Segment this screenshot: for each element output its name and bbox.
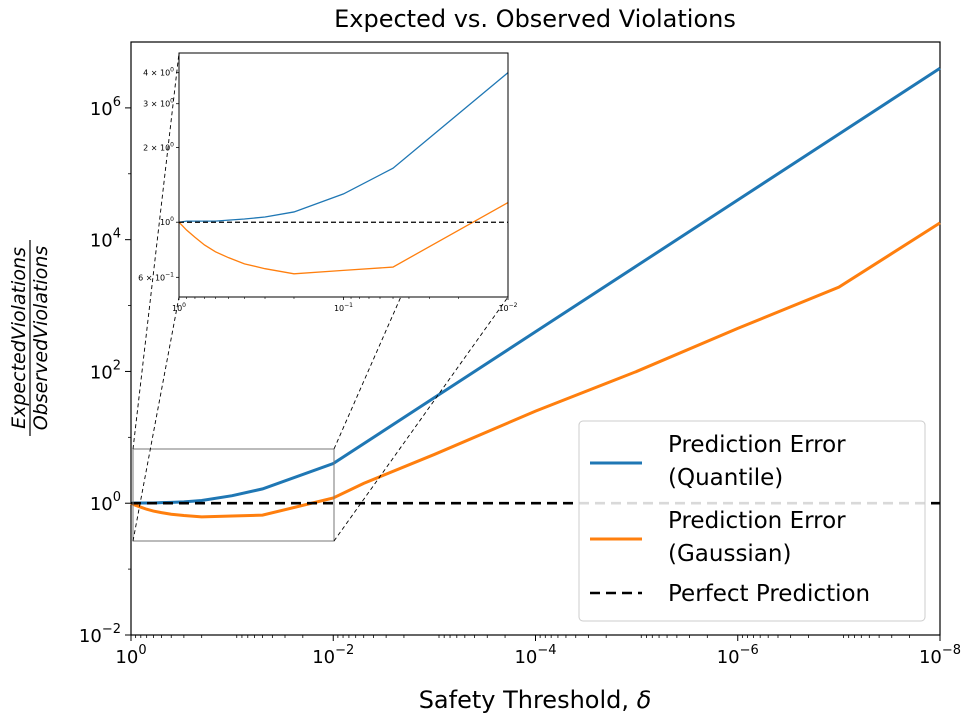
inset-y-tick-label-exponent: −1 (165, 271, 174, 278)
inset-background (179, 53, 508, 297)
inset-series-lines (178, 72, 509, 275)
zoom-connector-line (132, 296, 180, 542)
legend-label: (Gaussian) (668, 541, 791, 567)
inset-x-tick-label-base: 10 (498, 304, 508, 313)
y-axis-label-denominator: ObservedViolations (30, 246, 52, 431)
y-tick-label: 10−2 (79, 622, 121, 647)
legend-items: Prediction Error (Quantile) Prediction Err… (590, 432, 870, 607)
y-tick-label-base: 10 (79, 626, 102, 647)
y-axis-label-numerator: ExpectedViolations (8, 247, 30, 429)
y-tick-label: 102 (90, 358, 121, 383)
x-tick-label-exponent: −6 (740, 643, 759, 658)
series-line-prediction-error-gaussian (130, 221, 941, 519)
legend: Prediction Error (Quantile) Prediction Err… (578, 420, 926, 622)
inset-y-tick-label-mantissa: 4 × 10 (143, 69, 170, 78)
y-tick-label-base: 10 (90, 99, 113, 120)
zoom-region-box (132, 448, 335, 542)
x-tick-label-base: 10 (115, 647, 138, 668)
legend-label: Perfect Prediction (668, 581, 870, 607)
x-tick-label-exponent: −2 (335, 643, 354, 658)
x-tick-label: 10−2 (312, 643, 354, 668)
inset-y-tick-label-mantissa: 6 × 10 (138, 273, 165, 282)
y-tick-label-base: 10 (90, 494, 113, 515)
x-tick-label-exponent: 0 (138, 643, 146, 658)
y-tick-label-exponent: 6 (113, 95, 121, 110)
inset-x-tick-label: 100 (172, 302, 186, 313)
y-tick-label: 104 (90, 227, 121, 252)
y-tick-label-base: 10 (90, 362, 113, 383)
inset-x-tick-label-exponent: −1 (344, 302, 353, 309)
x-axis-label-text: Safety Threshold, (419, 686, 637, 714)
x-tick-label: 10−8 (919, 643, 961, 668)
chart-title: Expected vs. Observed Violations (334, 5, 736, 33)
inset-x-tick-label: 10−1 (334, 302, 353, 313)
x-tick-label: 10−6 (717, 643, 759, 668)
series-line-prediction-error-quantile (130, 66, 941, 505)
x-axis-ticks: 100 10−2 10−4 10−6 10−8 (115, 635, 961, 668)
y-axis-label: ExpectedViolations ObservedViolations (8, 240, 52, 436)
x-tick-label: 10−4 (514, 643, 556, 668)
inset-x-tick-label-base: 10 (334, 304, 344, 313)
inset-y-tick-label-exponent: 0 (170, 216, 174, 223)
zoom-connector-line (333, 296, 509, 542)
x-axis-label: Safety Threshold, δ (419, 686, 652, 714)
legend-box (578, 420, 926, 622)
inset-series-line-prediction-error-gaussian (178, 201, 509, 275)
inset-x-axis-ticks: 100 10−1 10−2 (172, 297, 518, 313)
x-tick-label: 100 (115, 643, 146, 668)
y-tick-label-exponent: 0 (113, 490, 121, 505)
inset-x-tick-label-base: 10 (172, 304, 182, 313)
x-tick-label-base: 10 (312, 647, 335, 668)
y-tick-label-base: 10 (90, 231, 113, 252)
inset-series-line-prediction-error-quantile (178, 72, 509, 223)
inset-y-tick-label-exponent: 0 (170, 98, 174, 105)
legend-label: (Quantile) (668, 465, 783, 491)
y-tick-label: 106 (90, 95, 121, 120)
y-tick-label: 100 (90, 490, 121, 515)
x-tick-label-exponent: −8 (942, 643, 961, 658)
inset-y-tick-label-mantissa: 10 (160, 218, 170, 227)
inset-y-tick-label: 2 × 100 (143, 141, 174, 152)
x-tick-label-exponent: −4 (537, 643, 556, 658)
x-tick-label-base: 10 (919, 647, 942, 668)
y-tick-label-exponent: 2 (113, 358, 121, 373)
inset-y-tick-label: 3 × 100 (143, 98, 174, 109)
inset-x-tick-label-exponent: 0 (182, 302, 186, 309)
x-axis-label-symbol: δ (637, 686, 652, 714)
legend-label: Prediction Error (668, 432, 846, 458)
x-tick-label-base: 10 (514, 647, 537, 668)
inset-y-tick-label-exponent: 0 (170, 67, 174, 74)
inset-y-tick-label: 6 × 10−1 (138, 271, 174, 282)
y-tick-label-exponent: 4 (113, 227, 121, 242)
zoom-connector-line (132, 52, 180, 450)
inset-y-tick-label-mantissa: 3 × 10 (143, 100, 170, 109)
inset-x-tick-label-exponent: −2 (509, 302, 518, 309)
y-tick-label-exponent: −2 (102, 622, 121, 637)
inset-y-tick-label: 4 × 100 (143, 67, 174, 78)
inset-y-tick-label: 100 (160, 216, 174, 227)
legend-label: Prediction Error (668, 508, 846, 534)
x-tick-label-base: 10 (717, 647, 740, 668)
inset-y-tick-label-exponent: 0 (170, 141, 174, 148)
inset-x-tick-label: 10−2 (498, 302, 517, 313)
inset-y-tick-label-mantissa: 2 × 10 (143, 143, 170, 152)
